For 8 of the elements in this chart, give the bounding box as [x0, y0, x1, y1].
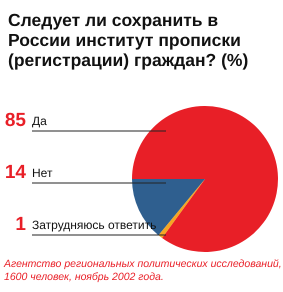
slice-label: Нет — [32, 166, 53, 180]
data-label: 14 — [4, 162, 26, 183]
pie-slice — [158, 179, 205, 238]
slice-label: Да — [32, 114, 48, 128]
data-label: 85 — [4, 110, 26, 131]
chart-title: Следует ли сохранить в России институт прописки (регистрации) граждан? (%) — [8, 10, 250, 70]
text: Агентство региональных политических исследований, 1600 человек, ноябрь 2002 года. — [4, 258, 282, 284]
data-label: 1 — [15, 214, 26, 235]
